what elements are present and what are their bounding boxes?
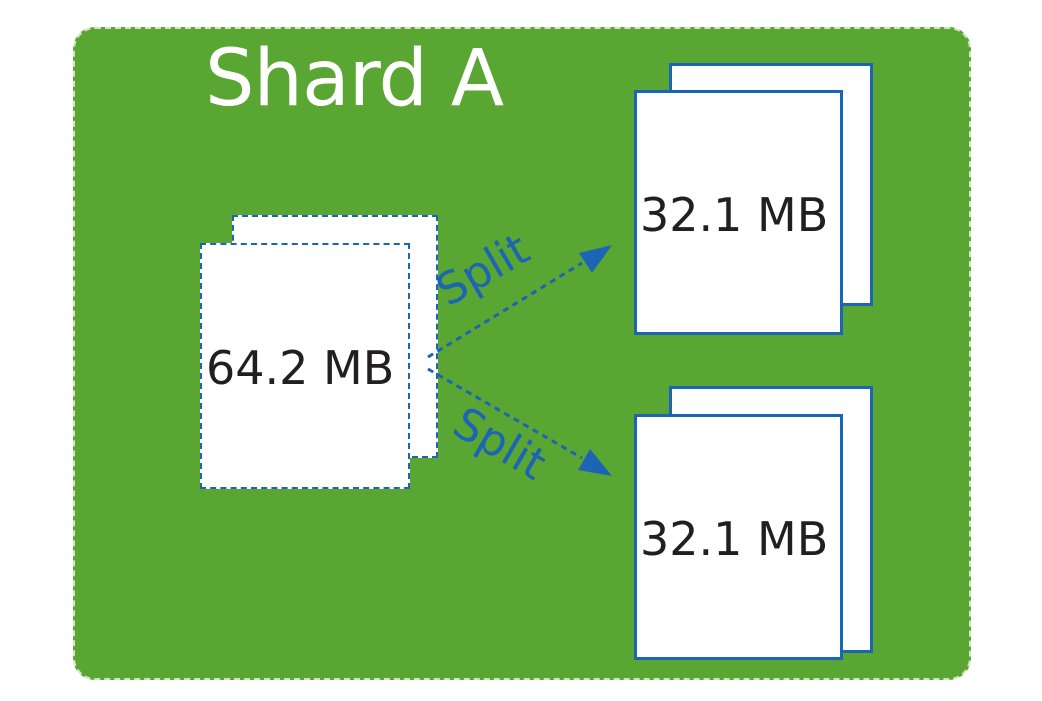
result-chunk-1-front-page [634, 90, 843, 335]
result-chunk-1-size-label: 32.1 MB [640, 188, 829, 242]
shard-title: Shard A [205, 34, 504, 124]
source-chunk-size-label: 64.2 MB [206, 341, 395, 395]
result-chunk-2-front-page [634, 414, 843, 660]
result-chunk-2-size-label: 32.1 MB [640, 512, 829, 566]
source-chunk-front-page [200, 243, 410, 489]
